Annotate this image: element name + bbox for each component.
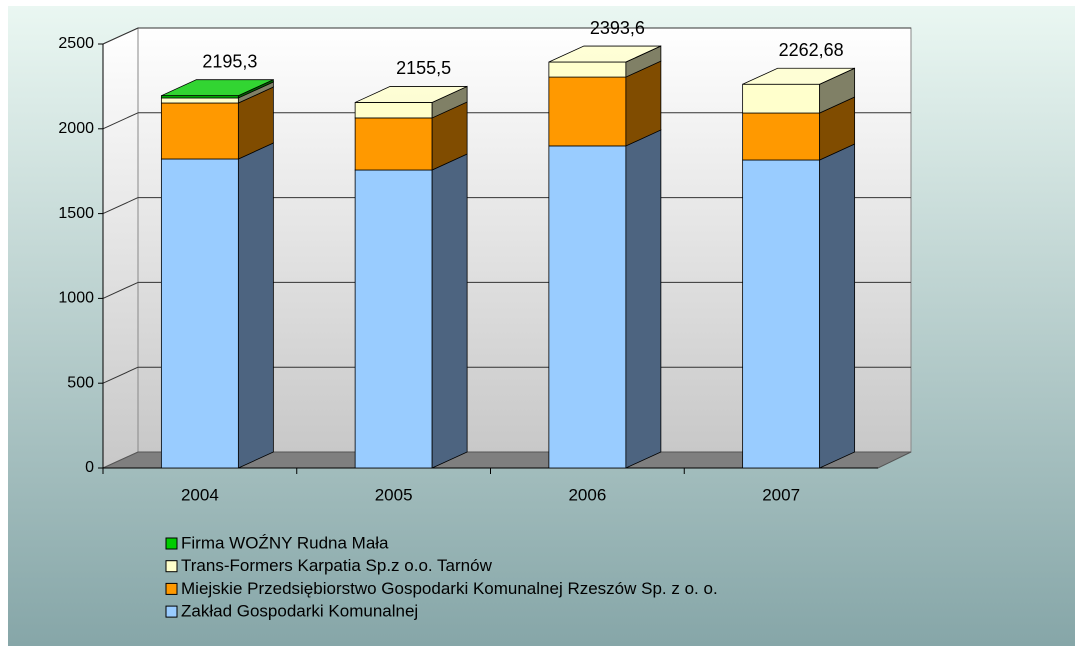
bar-segment bbox=[548, 61, 627, 78]
legend-label: Miejskie Przedsiębiorstwo Gospodarki Kom… bbox=[181, 579, 718, 598]
grid-line bbox=[102, 366, 139, 384]
legend-swatch bbox=[165, 582, 178, 595]
bar-segment bbox=[354, 169, 433, 469]
legend-label: Trans-Formers Karpatia Sp.z o.o. Tarnów bbox=[181, 556, 493, 575]
grid-line bbox=[102, 281, 139, 299]
legend-swatch bbox=[165, 560, 178, 573]
grid-line bbox=[102, 27, 139, 45]
bar-segment bbox=[742, 83, 821, 114]
bar-side bbox=[819, 143, 856, 469]
x-tick-label: 2004 bbox=[181, 485, 219, 504]
bar-segment bbox=[160, 97, 239, 104]
bar-segment bbox=[742, 112, 821, 161]
x-tick-label: 2005 bbox=[375, 485, 413, 504]
legend-label: Zakład Gospodarki Komunalnej bbox=[181, 602, 418, 621]
y-tick-label: 1000 bbox=[58, 290, 94, 307]
y-tick-label: 2500 bbox=[58, 35, 94, 52]
bar-segment bbox=[548, 145, 627, 469]
bar-segment bbox=[160, 158, 239, 469]
total-label: 2155,5 bbox=[396, 58, 451, 78]
bar-segment bbox=[160, 102, 239, 160]
grid-line bbox=[102, 112, 139, 130]
bar-top bbox=[742, 67, 855, 85]
bar-segment bbox=[354, 117, 433, 171]
bar-segment bbox=[742, 159, 821, 469]
bar-segment bbox=[548, 76, 627, 147]
legend-swatch bbox=[165, 605, 178, 618]
side-wall bbox=[102, 27, 139, 469]
x-tick-label: 2006 bbox=[568, 485, 606, 504]
bar-top bbox=[354, 86, 468, 103]
bar-segment bbox=[354, 102, 433, 119]
total-label: 2393,6 bbox=[590, 18, 645, 38]
legend-swatch bbox=[165, 537, 178, 550]
grid-line bbox=[102, 197, 139, 215]
bar-side bbox=[625, 129, 662, 469]
y-tick-label: 2000 bbox=[58, 120, 94, 137]
y-tick-label: 0 bbox=[85, 459, 94, 476]
bar-top bbox=[161, 79, 274, 97]
total-label: 2195,3 bbox=[202, 51, 257, 71]
bar-side bbox=[237, 142, 274, 469]
y-tick-label: 500 bbox=[67, 374, 94, 391]
x-tick-label: 2007 bbox=[762, 485, 800, 504]
total-label: 2262,68 bbox=[779, 40, 844, 60]
bar-top bbox=[548, 45, 662, 63]
legend-label: Firma WOŹNY Rudna Mała bbox=[181, 533, 389, 552]
bar-side bbox=[431, 153, 468, 469]
y-tick-label: 1500 bbox=[58, 205, 94, 222]
